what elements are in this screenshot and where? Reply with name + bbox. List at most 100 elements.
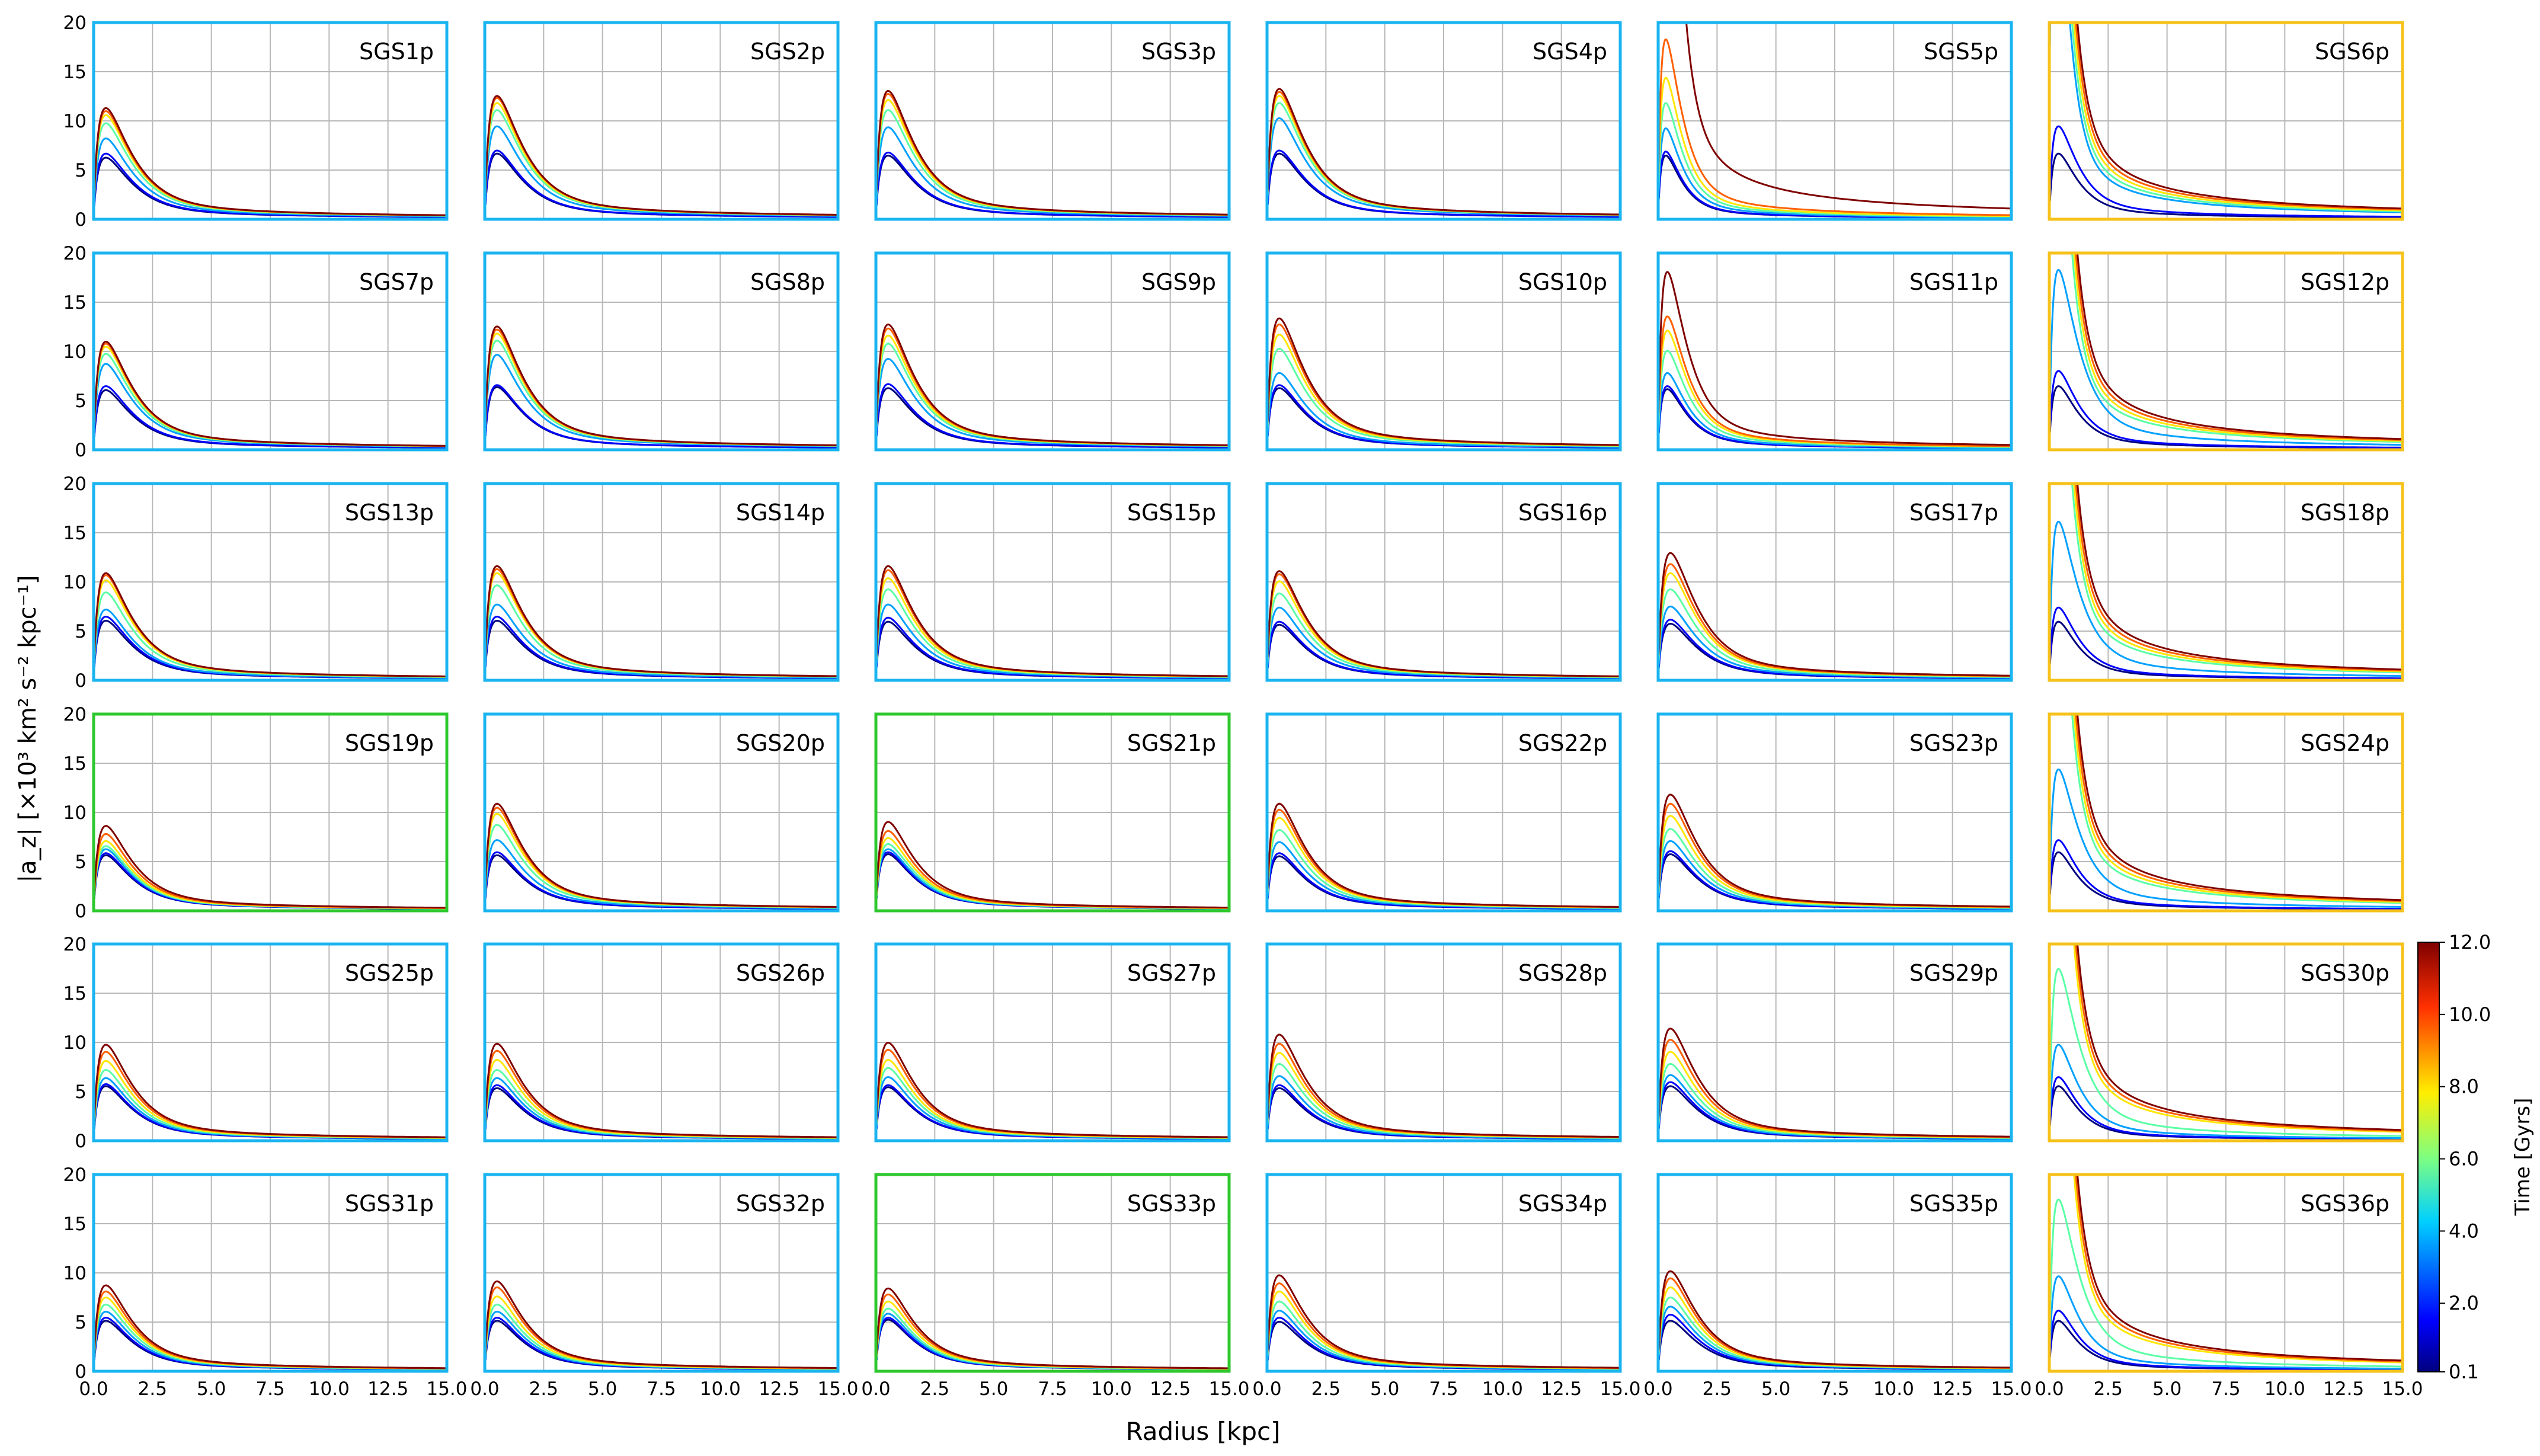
series-line-2gyr bbox=[2049, 839, 2403, 910]
x-tick-label: 7.5 bbox=[647, 1378, 676, 1400]
panel-frame bbox=[92, 482, 449, 682]
x-tick-label: 12.5 bbox=[367, 1378, 408, 1400]
series-group bbox=[1658, 1028, 2011, 1140]
series-line-10gyr bbox=[2075, 1175, 2403, 1362]
panel-sgs1p: SGS1p 0 5 10 15 20 bbox=[63, 12, 449, 231]
series-line-2gyr bbox=[2049, 1310, 2403, 1371]
x-tick-label: 15.0 bbox=[426, 1378, 467, 1400]
panel-sgs16p: SGS16p bbox=[1265, 482, 1622, 682]
series-line-10gyr bbox=[2075, 23, 2403, 210]
series-line-4gyr bbox=[2049, 1044, 2403, 1140]
series-group bbox=[485, 325, 838, 449]
panel-frame bbox=[1656, 251, 2013, 452]
y-tick-label: 0 bbox=[75, 901, 87, 922]
x-tick-label: 15.0 bbox=[1991, 1378, 2032, 1400]
series-group bbox=[94, 825, 447, 910]
series-line-12gyr bbox=[1267, 1033, 1620, 1138]
panel-title: SGS8p bbox=[750, 269, 825, 295]
series-group bbox=[2049, 1175, 2403, 1371]
panel-grid: SGS1p 0 5 10 15 20 SGS2p SGS3p SGS4p SGS5p SGS6p SG… bbox=[63, 12, 2423, 1400]
x-tick-label: 12.5 bbox=[1150, 1378, 1191, 1400]
series-line-10gyr bbox=[2075, 484, 2403, 671]
series-line-4gyr bbox=[1267, 372, 1620, 448]
series-line-8gyr bbox=[2073, 23, 2403, 212]
series-line-8gyr bbox=[2073, 253, 2403, 442]
x-tick-label: 5.0 bbox=[197, 1378, 226, 1400]
panel-sgs21p: SGS21p bbox=[874, 712, 1231, 913]
panel-title: SGS11p bbox=[1909, 269, 1998, 295]
series-line-10gyr bbox=[1658, 38, 2011, 216]
series-line-2gyr bbox=[485, 384, 838, 449]
series-group bbox=[876, 323, 1229, 449]
panel-sgs25p: SGS25p 0 5 10 15 20 bbox=[63, 934, 449, 1152]
panel-frame bbox=[874, 712, 1231, 913]
series-line-4gyr bbox=[2049, 768, 2403, 908]
panel-sgs10p: SGS10p bbox=[1265, 251, 1622, 452]
y-tick-label: 10 bbox=[63, 1032, 87, 1054]
series-group bbox=[2049, 23, 2403, 219]
series-line-12gyr bbox=[1267, 88, 1620, 216]
panel-frame bbox=[874, 1173, 1231, 1373]
x-tick-label: 5.0 bbox=[1370, 1378, 1399, 1400]
x-tick-label: 2.5 bbox=[138, 1378, 167, 1400]
y-tick-label: 0 bbox=[75, 1361, 87, 1383]
panel-frame bbox=[1265, 21, 1622, 221]
series-line-10gyr bbox=[2075, 944, 2403, 1132]
x-tick-label: 0.0 bbox=[470, 1378, 499, 1400]
y-tick-label: 15 bbox=[63, 523, 87, 544]
series-line-12gyr bbox=[485, 1042, 838, 1138]
panel-sgs8p: SGS8p bbox=[483, 251, 840, 452]
panel-title: SGS18p bbox=[2301, 500, 2389, 526]
x-tick-label: 0.0 bbox=[1643, 1378, 1672, 1400]
colorbar: 12.0 10.0 8.0 6.0 4.0 2.0 0.1 Time [Gyrs] bbox=[2417, 931, 2535, 1383]
panel-sgs35p: SGS35p 0.0 2.5 5.0 7.5 10.0 12.5 15.0 bbox=[1643, 1173, 2032, 1400]
panel-title: SGS35p bbox=[1909, 1191, 1998, 1217]
series-group bbox=[876, 89, 1229, 218]
series-line-0.1gyr bbox=[2049, 152, 2403, 219]
series-line-2gyr bbox=[1267, 149, 1620, 218]
series-line-8gyr bbox=[2073, 944, 2403, 1133]
series-group bbox=[485, 1042, 838, 1140]
series-line-12gyr bbox=[485, 1280, 838, 1369]
colorbar-tick-label: 2.0 bbox=[2449, 1292, 2479, 1314]
series-line-12gyr bbox=[2076, 944, 2403, 1131]
x-tick-label: 7.5 bbox=[2211, 1378, 2240, 1400]
series-line-12gyr bbox=[2076, 253, 2403, 440]
series-line-12gyr bbox=[485, 565, 838, 677]
series-line-12gyr bbox=[1658, 552, 2011, 677]
panel-frame bbox=[483, 21, 840, 221]
panel-sgs6p: SGS6p bbox=[2048, 21, 2404, 221]
series-line-4gyr bbox=[2049, 1275, 2403, 1370]
series-group bbox=[94, 572, 447, 679]
series-line-12gyr bbox=[94, 1284, 447, 1369]
x-tick-label: 5.0 bbox=[2152, 1378, 2181, 1400]
y-axis-label: |a_z| [×10³ km² s⁻² kpc⁻¹] bbox=[14, 575, 41, 883]
panel-frame bbox=[483, 712, 840, 913]
panel-title: SGS19p bbox=[345, 730, 434, 756]
series-line-12gyr bbox=[1658, 1028, 2011, 1138]
panel-sgs15p: SGS15p bbox=[874, 482, 1231, 682]
series-line-12gyr bbox=[485, 802, 838, 908]
panel-frame bbox=[483, 1173, 840, 1373]
series-line-4gyr bbox=[2049, 520, 2403, 677]
x-tick-label: 12.5 bbox=[1932, 1378, 1973, 1400]
series-line-6gyr bbox=[2071, 484, 2403, 674]
series-line-2gyr bbox=[2049, 125, 2403, 218]
series-line-12gyr bbox=[1658, 793, 2011, 908]
series-line-2gyr bbox=[876, 383, 1229, 449]
y-tick-label: 0 bbox=[75, 1131, 87, 1152]
panel-title: SGS28p bbox=[1518, 960, 1607, 986]
panel-sgs3p: SGS3p bbox=[874, 21, 1231, 221]
series-group bbox=[2049, 484, 2403, 680]
y-tick-label: 5 bbox=[75, 160, 87, 181]
panel-frame bbox=[483, 251, 840, 452]
y-tick-label: 5 bbox=[75, 1081, 87, 1103]
series-group bbox=[94, 1044, 447, 1140]
panel-frame bbox=[1656, 21, 2013, 221]
panel-sgs27p: SGS27p bbox=[874, 942, 1231, 1143]
series-line-10gyr bbox=[1658, 315, 2011, 447]
panel-sgs17p: SGS17p bbox=[1656, 482, 2013, 682]
series-line-12gyr bbox=[876, 821, 1229, 909]
panel-frame bbox=[2048, 21, 2404, 221]
x-tick-label: 12.5 bbox=[759, 1378, 799, 1400]
